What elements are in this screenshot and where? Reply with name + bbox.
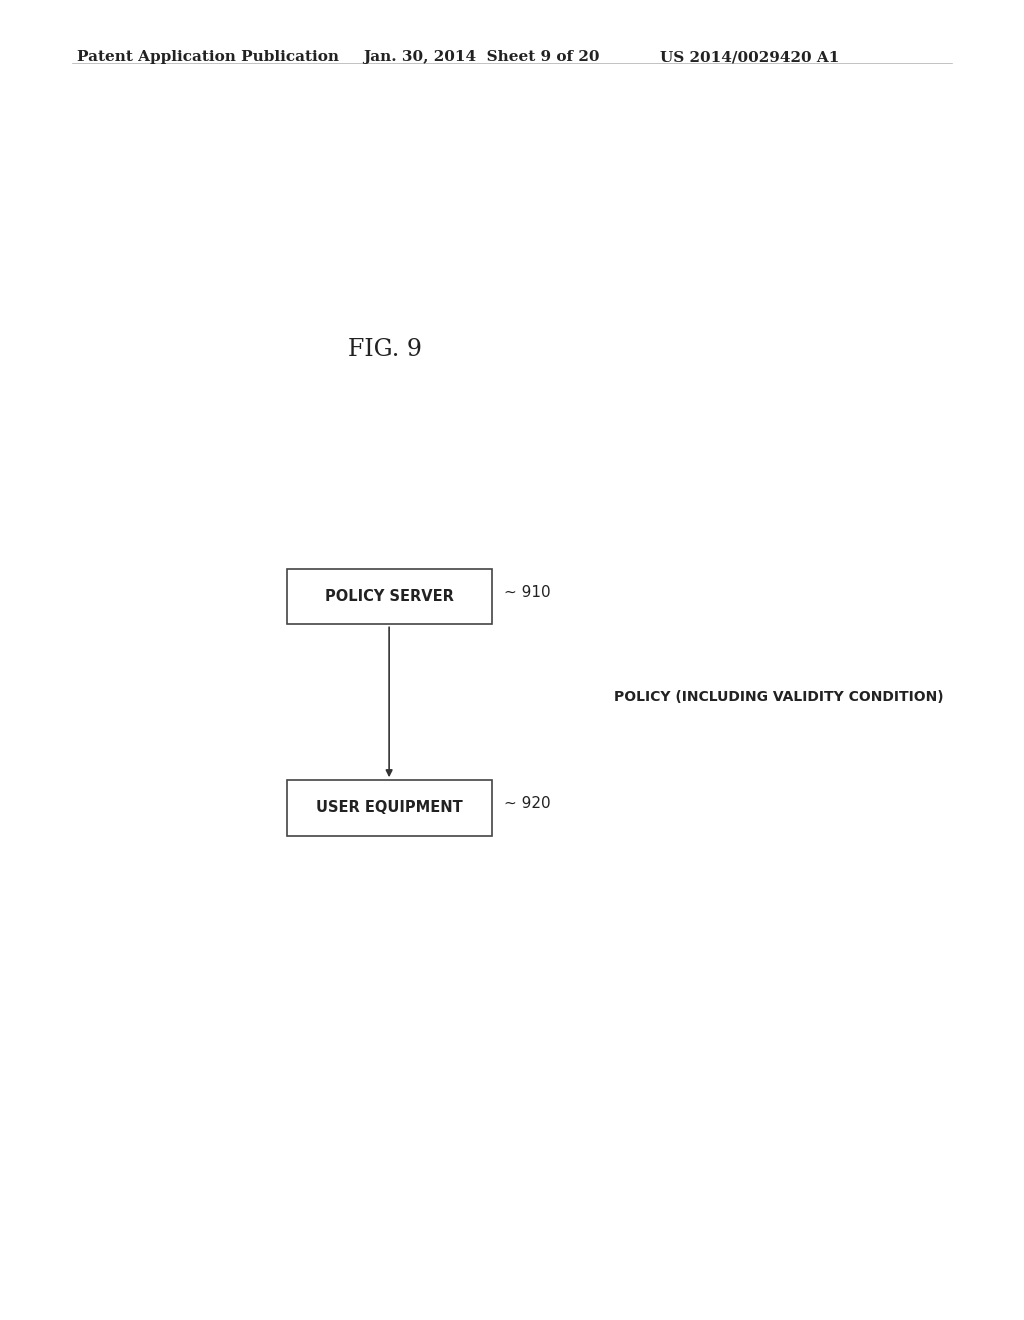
Text: USER EQUIPMENT: USER EQUIPMENT	[315, 800, 463, 816]
Bar	[287, 569, 492, 624]
Text: ∼ 910: ∼ 910	[504, 585, 551, 601]
Text: Jan. 30, 2014  Sheet 9 of 20: Jan. 30, 2014 Sheet 9 of 20	[364, 50, 600, 65]
Text: POLICY (INCLUDING VALIDITY CONDITION): POLICY (INCLUDING VALIDITY CONDITION)	[614, 690, 944, 704]
Text: POLICY SERVER: POLICY SERVER	[325, 589, 454, 605]
Text: FIG. 9: FIG. 9	[348, 338, 422, 362]
Text: US 2014/0029420 A1: US 2014/0029420 A1	[660, 50, 840, 65]
Bar	[287, 780, 492, 836]
Text: Patent Application Publication: Patent Application Publication	[77, 50, 339, 65]
Text: ∼ 920: ∼ 920	[504, 796, 551, 812]
